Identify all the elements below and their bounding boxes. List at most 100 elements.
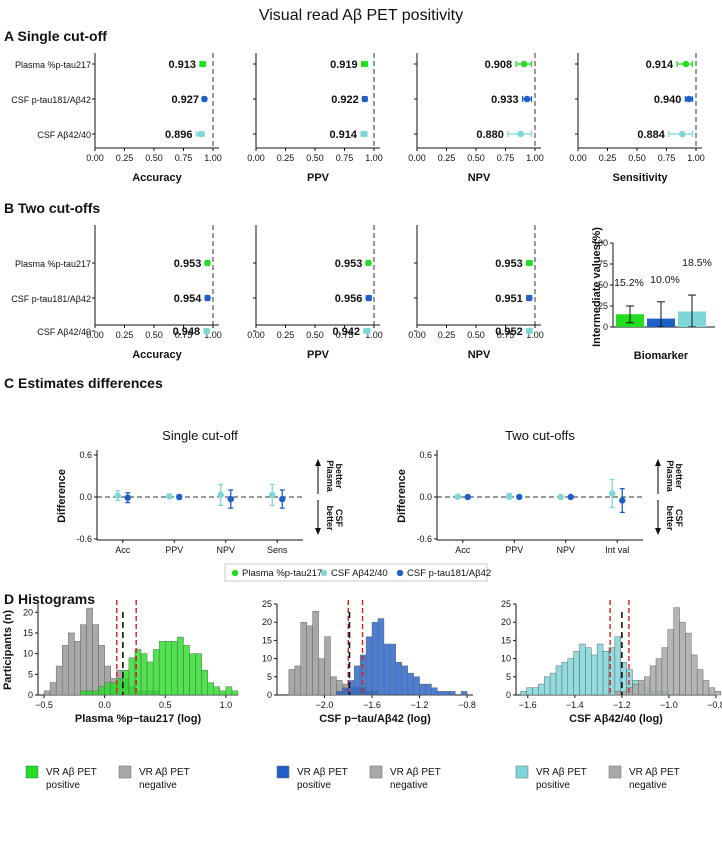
x-axis-title: Accuracy xyxy=(132,172,182,184)
histogram-bar-negative xyxy=(655,658,663,696)
x-tick-label: 0.75 xyxy=(497,330,515,340)
x-tick-label: 0.75 xyxy=(175,153,193,163)
x-axis-title: Plasma %p−tau217 (log) xyxy=(75,713,202,725)
data-point xyxy=(361,95,369,103)
histogram-bar-negative xyxy=(696,669,704,696)
x-tick-label: 0.75 xyxy=(175,330,193,340)
histogram-bar-negative xyxy=(86,607,93,696)
data-point xyxy=(464,493,471,501)
x-tick-label: Acc xyxy=(115,545,131,555)
x-tick-label: 0.50 xyxy=(306,153,324,163)
y-tick-label: 15 xyxy=(23,628,33,638)
value-label: 0.956 xyxy=(335,293,363,305)
x-tick-label: 0.00 xyxy=(86,330,104,340)
value-label: 0.953 xyxy=(495,258,523,270)
x-tick-label: −2.0 xyxy=(316,700,334,710)
x-tick-label: −1.0 xyxy=(660,700,678,710)
histogram-bar-positive xyxy=(431,687,438,696)
data-point xyxy=(685,95,693,103)
data-point xyxy=(609,490,616,497)
row-label: CSF p-tau181/Aβ42 xyxy=(11,294,91,304)
data-point xyxy=(361,60,368,68)
arrow-head xyxy=(315,528,321,535)
section-title-C: C Estimates differences xyxy=(4,375,163,391)
x-tick-label: 0.00 xyxy=(408,330,426,340)
histogram-bar-positive xyxy=(201,669,208,696)
y-tick-label: -0.6 xyxy=(416,534,432,544)
y-tick-label: 0.0 xyxy=(419,492,432,502)
y-tick-label: 0.6 xyxy=(79,450,92,460)
x-axis-title: Sensitivity xyxy=(612,172,668,184)
page-title: Visual read Aβ PET positivity xyxy=(259,7,463,24)
x-tick-label: PPV xyxy=(505,545,523,555)
histogram-bar-negative xyxy=(80,624,87,696)
panel-subtitle: Two cut-offs xyxy=(505,428,575,443)
x-tick-label: 0.50 xyxy=(467,153,485,163)
section-title-B: B Two cut-offs xyxy=(4,200,100,216)
data-point xyxy=(166,493,173,500)
histogram-bar-negative xyxy=(685,632,692,696)
legend-label: VR Aβ PET xyxy=(536,767,587,778)
histogram-bar-positive xyxy=(122,669,130,696)
histogram-bar-positive xyxy=(152,649,160,696)
histogram-bar-positive xyxy=(158,640,166,696)
histogram-bar-positive xyxy=(342,687,349,696)
x-tick-label: 0.50 xyxy=(145,330,163,340)
value-label: 0.914 xyxy=(646,59,674,71)
histogram-bar-positive xyxy=(389,643,397,696)
x-tick-label: 0.00 xyxy=(86,153,104,163)
row-label: CSF Aβ42/40 xyxy=(37,130,91,140)
x-tick-label: 1.00 xyxy=(526,330,544,340)
histogram-bar-positive xyxy=(561,661,569,696)
histogram-bar-positive xyxy=(189,653,196,696)
histogram-bar-negative xyxy=(661,647,669,696)
histogram-bar-negative xyxy=(318,658,325,696)
y-tick-label: -0.6 xyxy=(76,534,92,544)
x-tick-label: 0.25 xyxy=(116,330,134,340)
histogram-bar-negative xyxy=(294,665,302,696)
value-label: 0.913 xyxy=(168,59,196,71)
x-tick-label: 0.25 xyxy=(599,153,617,163)
value-label: 0.884 xyxy=(637,129,665,141)
y-tick-label: 25 xyxy=(501,599,511,609)
y-tick-label: 0 xyxy=(28,690,33,700)
histogram-bar-positive xyxy=(602,651,610,696)
histogram-bar-positive xyxy=(207,682,215,696)
data-point xyxy=(269,491,276,499)
data-point xyxy=(365,294,373,302)
histogram-bar-positive xyxy=(608,647,616,696)
legend-label: negative xyxy=(139,780,177,791)
value-label: 0.933 xyxy=(491,94,519,106)
x-tick-label: PPV xyxy=(165,545,183,555)
x-tick-label: 0.75 xyxy=(658,153,676,163)
histogram-bar-positive xyxy=(371,621,379,696)
data-point xyxy=(520,60,528,68)
histogram-bar-positive xyxy=(443,691,450,696)
y-tick-label: 20 xyxy=(23,607,33,617)
x-axis-title: NPV xyxy=(468,349,491,361)
x-tick-label: 0.5 xyxy=(159,700,172,710)
y-tick-label: 0 xyxy=(267,690,272,700)
data-point xyxy=(365,259,372,267)
histogram-bar-positive xyxy=(140,653,148,696)
histogram-bar-negative xyxy=(300,621,307,696)
data-point xyxy=(679,130,686,138)
histogram-bar-positive xyxy=(573,651,580,696)
x-tick-label: 0.00 xyxy=(408,153,426,163)
x-axis-title: Accuracy xyxy=(132,349,182,361)
data-point xyxy=(114,492,121,499)
y-tick-label: 10 xyxy=(23,649,33,659)
legend-dot xyxy=(231,569,239,577)
histogram-bar-positive xyxy=(336,691,343,696)
x-tick-label: 0.25 xyxy=(277,330,295,340)
y-tick-label: 25 xyxy=(598,301,608,311)
histogram-bar-positive xyxy=(520,691,527,696)
y-tick-label: 0 xyxy=(603,322,608,332)
y-tick-label: 0.0 xyxy=(79,492,92,502)
histogram-bar-negative xyxy=(679,621,686,696)
histogram-bar-positive xyxy=(448,691,456,696)
x-tick-label: Sens xyxy=(267,545,288,555)
data-point xyxy=(360,130,368,138)
legend-swatch xyxy=(276,765,290,779)
value-label: 0.880 xyxy=(476,129,504,141)
